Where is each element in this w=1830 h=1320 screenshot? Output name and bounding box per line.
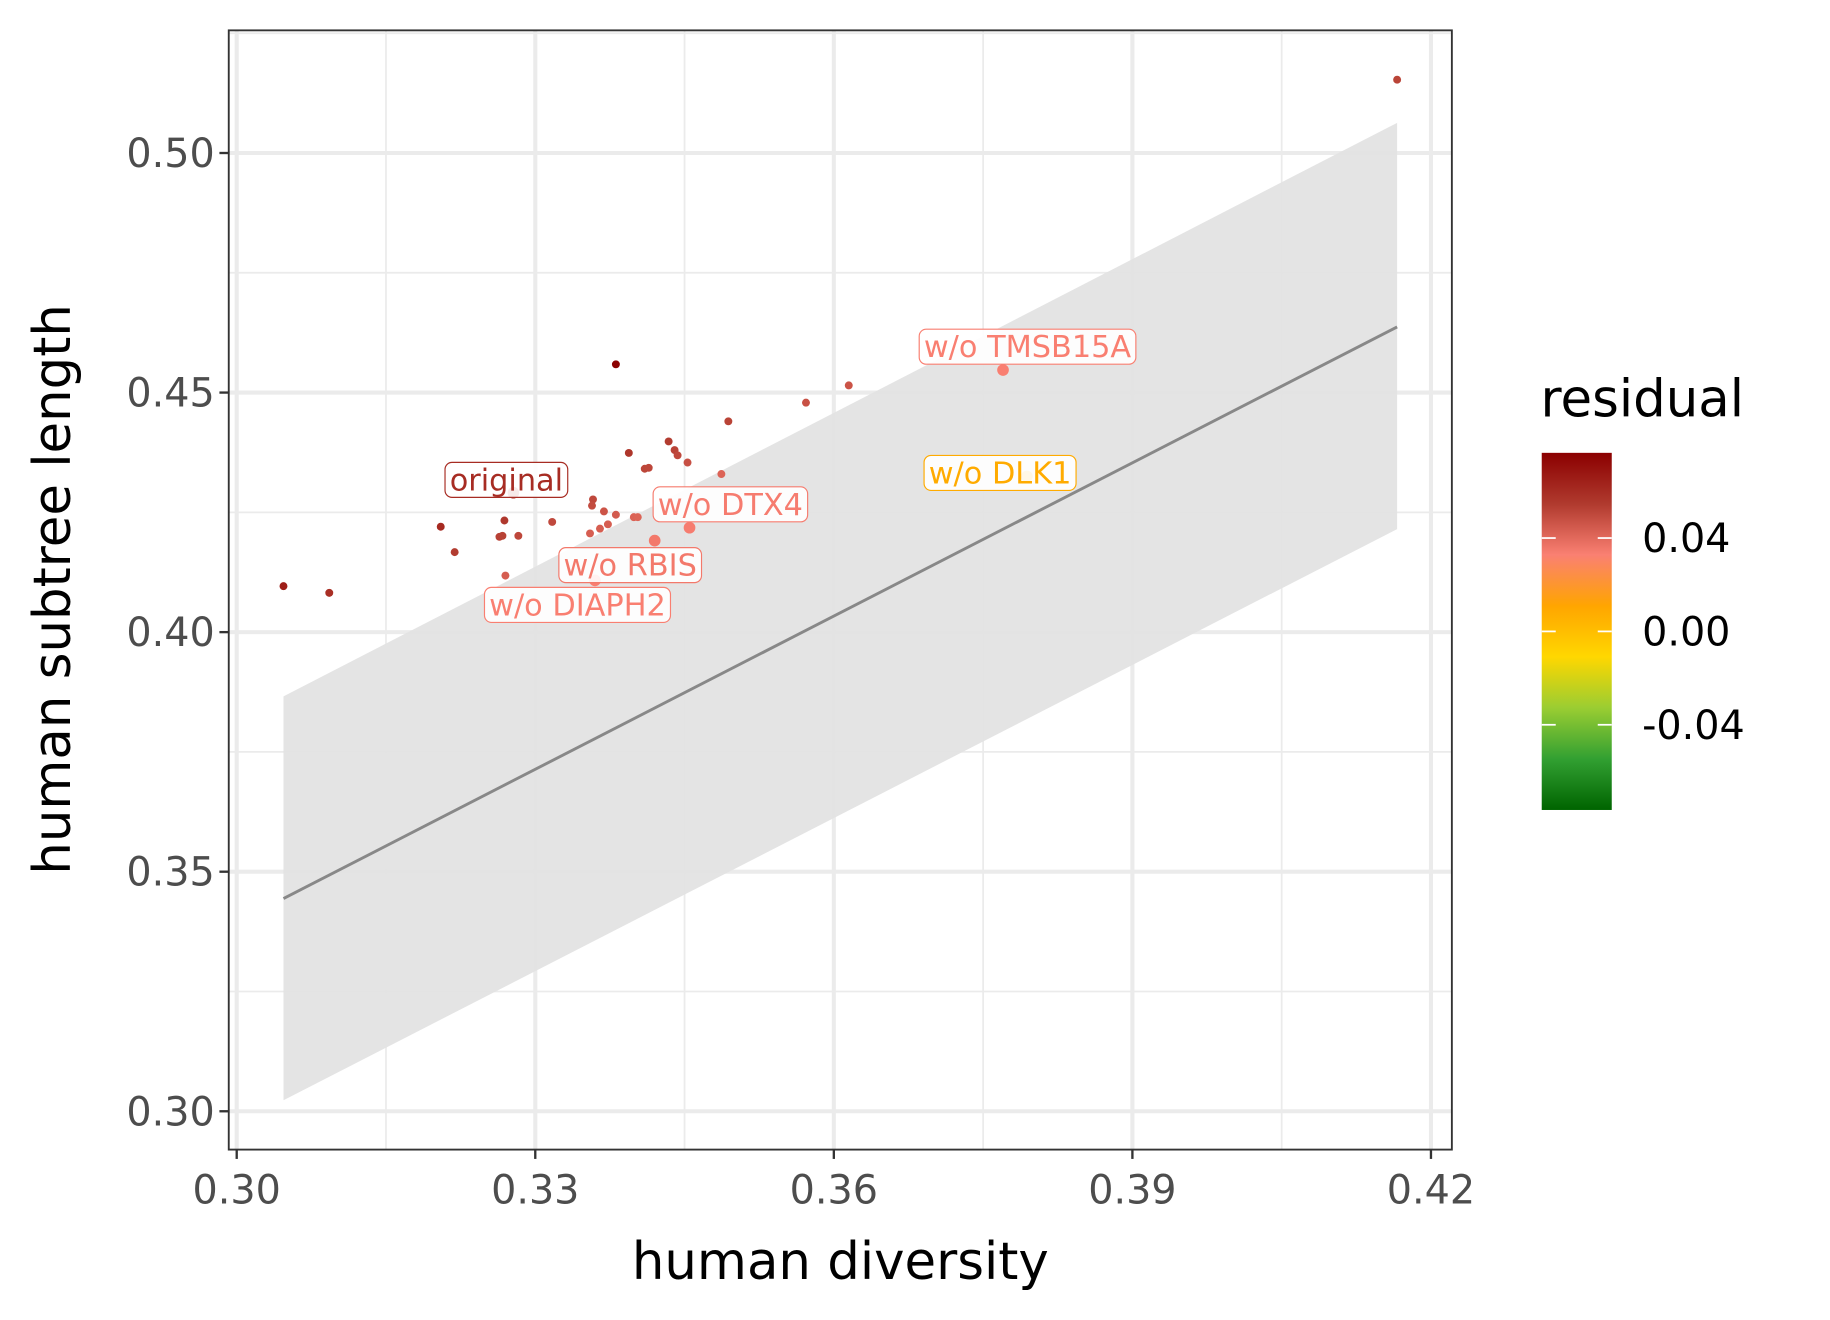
data-point	[501, 571, 510, 580]
x-tick-label: 0.36	[790, 1167, 878, 1213]
label-box	[444, 461, 569, 498]
data-point	[279, 582, 288, 591]
label-text: w/o RBIS	[564, 549, 697, 584]
legend-tick-label: 0.04	[1642, 516, 1730, 562]
y-tick-label: 0.45	[126, 371, 214, 417]
x-tick-label: 0.39	[1088, 1167, 1176, 1213]
point-labels: original w/o DTX4 w/o RBIS w/o DIAPH2 w/o TM…	[444, 328, 1137, 623]
data-point	[683, 458, 692, 467]
label-text: w/o DTX4	[658, 488, 803, 523]
data-point	[717, 470, 726, 478]
point-label: w/o DTX4	[652, 486, 809, 523]
legend-tick-label: 0.00	[1642, 609, 1730, 655]
label-text: w/o DLK1	[929, 456, 1072, 491]
label-box	[652, 486, 809, 523]
regression-line	[282, 325, 1398, 900]
x-tick-label: 0.30	[193, 1167, 281, 1213]
data-point	[664, 437, 673, 446]
y-axis-title: human subtree length	[23, 304, 83, 875]
data-point	[595, 524, 604, 533]
label-text: original	[450, 463, 563, 498]
label-box	[923, 454, 1077, 492]
data-point	[1393, 75, 1402, 84]
y-tick-label: 0.40	[126, 610, 214, 656]
panel-border	[227, 29, 1453, 1151]
legend-tick-label: -0.04	[1642, 703, 1745, 749]
legend-title: residual	[1541, 370, 1744, 430]
data-point	[436, 522, 445, 531]
axes: 0.30 0.33 0.36 0.39 0.42 0.30 0.35 0.40 0.45 0.50	[126, 131, 1475, 1213]
y-tick-label: 0.30	[126, 1089, 214, 1135]
label-box	[558, 547, 703, 584]
data-point	[648, 534, 661, 547]
confidence-ribbon	[282, 122, 1398, 1101]
data-point	[325, 588, 334, 597]
label-box	[483, 586, 672, 623]
data-point	[724, 417, 733, 426]
point-label: original	[444, 461, 569, 498]
label-text: w/o TMSB15A	[924, 330, 1132, 365]
data-point	[683, 521, 696, 534]
data-point	[588, 501, 596, 510]
data-point	[802, 398, 810, 407]
data-point	[586, 529, 594, 538]
data-point	[611, 510, 620, 519]
data-point	[624, 448, 633, 457]
point-label: w/o DIAPH2	[483, 586, 672, 623]
data-point	[450, 548, 459, 557]
point-label: w/o TMSB15A	[918, 328, 1137, 365]
point-label: w/o RBIS	[558, 547, 703, 584]
data-point	[997, 364, 1009, 376]
data-point	[611, 360, 620, 369]
data-point	[514, 531, 523, 540]
data-point	[500, 516, 509, 525]
x-axis-title: human diversity	[632, 1232, 1049, 1292]
data-point	[498, 531, 507, 540]
point-label: w/o DLK1	[923, 454, 1077, 492]
data-point	[644, 463, 653, 472]
y-tick-label: 0.35	[126, 850, 214, 896]
data-point	[589, 495, 597, 504]
x-tick-label: 0.42	[1387, 1167, 1475, 1213]
legend: residual 0.04 0.00 -0.04	[1541, 370, 1745, 810]
data-point	[844, 381, 853, 390]
y-tick-label: 0.50	[126, 131, 214, 177]
data-point	[603, 520, 612, 529]
label-box	[918, 328, 1137, 365]
data-point	[548, 517, 557, 526]
data-point	[599, 507, 608, 516]
x-tick-label: 0.33	[491, 1167, 579, 1213]
data-point	[633, 513, 642, 522]
data-point	[673, 451, 682, 460]
label-text: w/o DIAPH2	[489, 588, 666, 623]
